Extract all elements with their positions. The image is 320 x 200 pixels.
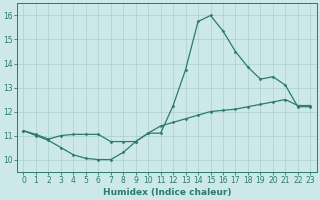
X-axis label: Humidex (Indice chaleur): Humidex (Indice chaleur)	[103, 188, 231, 197]
